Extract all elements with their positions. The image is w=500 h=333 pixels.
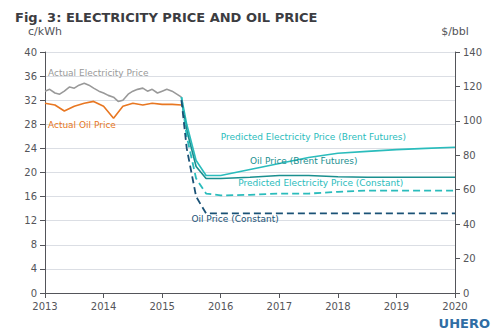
svg-text:Actual Oil Price: Actual Oil Price xyxy=(48,120,116,130)
svg-text:2015: 2015 xyxy=(149,301,174,312)
svg-text:100: 100 xyxy=(463,115,482,126)
svg-text:2013: 2013 xyxy=(32,301,57,312)
svg-text:2019: 2019 xyxy=(384,301,409,312)
svg-text:140: 140 xyxy=(463,47,482,58)
svg-text:Oil Price (Brent Futures): Oil Price (Brent Futures) xyxy=(250,156,357,166)
svg-text:Actual Electricity Price: Actual Electricity Price xyxy=(48,68,149,78)
svg-text:$/bbl: $/bbl xyxy=(441,25,469,38)
svg-text:2018: 2018 xyxy=(325,301,350,312)
svg-text:24: 24 xyxy=(24,143,37,154)
svg-text:16: 16 xyxy=(24,191,37,202)
svg-text:40: 40 xyxy=(24,47,37,58)
svg-text:c/kWh: c/kWh xyxy=(28,25,62,38)
svg-text:36: 36 xyxy=(24,71,37,82)
svg-text:120: 120 xyxy=(463,81,482,92)
svg-text:28: 28 xyxy=(24,119,37,130)
svg-text:Fig. 3: ELECTRICITY PRICE AND: Fig. 3: ELECTRICITY PRICE AND OIL PRICE xyxy=(15,10,317,25)
svg-text:4: 4 xyxy=(31,263,37,274)
svg-text:Predicted Electricity Price (B: Predicted Electricity Price (Brent Futur… xyxy=(221,132,406,142)
svg-text:2016: 2016 xyxy=(208,301,233,312)
svg-text:0: 0 xyxy=(463,288,469,299)
svg-text:32: 32 xyxy=(24,95,37,106)
svg-text:Predicted Electricity Price (C: Predicted Electricity Price (Constant) xyxy=(238,178,403,188)
svg-text:40: 40 xyxy=(463,219,476,230)
svg-text:Oil Price (Constant): Oil Price (Constant) xyxy=(191,214,278,224)
svg-text:20: 20 xyxy=(24,167,37,178)
svg-text:2017: 2017 xyxy=(267,301,292,312)
svg-text:2020: 2020 xyxy=(442,301,467,312)
svg-text:60: 60 xyxy=(463,184,476,195)
svg-text:0: 0 xyxy=(31,288,37,299)
svg-text:12: 12 xyxy=(24,215,37,226)
svg-text:8: 8 xyxy=(31,239,37,250)
svg-text:2014: 2014 xyxy=(91,301,116,312)
svg-text:80: 80 xyxy=(463,150,476,161)
svg-text:UHERO: UHERO xyxy=(439,316,490,331)
svg-text:20: 20 xyxy=(463,253,476,264)
